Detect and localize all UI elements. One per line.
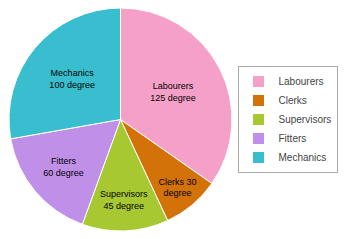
svg-text:Supervisors: Supervisors (279, 114, 332, 125)
svg-text:Fitters60 degree: Fitters60 degree (43, 156, 84, 178)
svg-text:Fitters: Fitters (279, 133, 307, 144)
svg-text:Mechanics: Mechanics (279, 152, 327, 163)
svg-text:Mechanics100 degree: Mechanics100 degree (49, 68, 95, 90)
svg-text:Clerks: Clerks (279, 95, 307, 106)
svg-text:Supervisors45 degree: Supervisors45 degree (100, 189, 148, 211)
svg-text:Labourers125 degree: Labourers125 degree (150, 81, 196, 103)
svg-text:Labourers: Labourers (279, 76, 324, 87)
svg-text:Clerks 30degree: Clerks 30degree (158, 177, 196, 199)
